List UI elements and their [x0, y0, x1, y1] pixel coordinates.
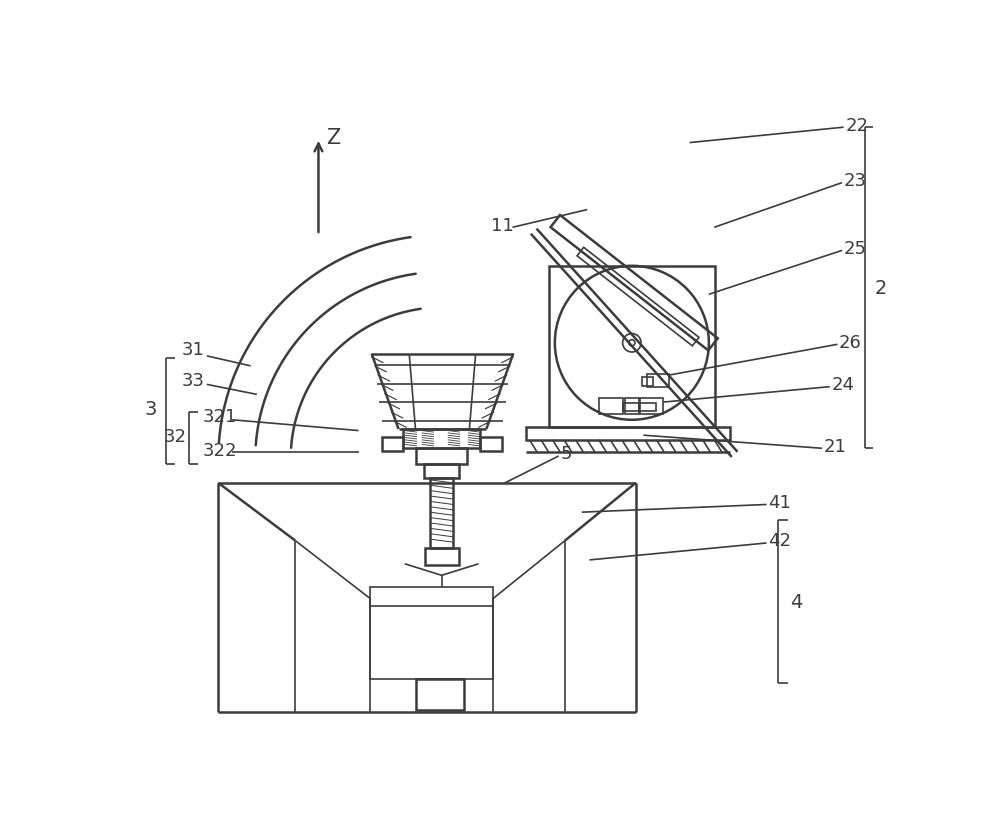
Bar: [642, 377, 653, 386]
Bar: [370, 587, 493, 679]
Bar: [416, 679, 464, 710]
Bar: [424, 464, 459, 478]
Text: 24: 24: [831, 376, 854, 394]
Text: 33: 33: [181, 372, 204, 390]
Bar: [623, 403, 639, 410]
Text: 5: 5: [560, 445, 572, 463]
Bar: [625, 398, 639, 414]
Bar: [480, 437, 502, 450]
Text: 21: 21: [824, 437, 846, 455]
Bar: [416, 447, 467, 464]
Bar: [382, 437, 403, 450]
Bar: [639, 403, 656, 410]
Text: 11: 11: [491, 217, 514, 235]
Bar: [425, 548, 459, 565]
Text: 4: 4: [790, 592, 802, 612]
Text: 3: 3: [144, 401, 157, 419]
Text: 26: 26: [839, 334, 862, 352]
Bar: [549, 266, 715, 428]
Text: 2: 2: [874, 279, 887, 299]
Bar: [526, 428, 730, 440]
Text: 41: 41: [768, 494, 791, 512]
Bar: [599, 398, 623, 414]
Bar: [640, 398, 663, 414]
Text: 321: 321: [203, 409, 237, 427]
Text: 23: 23: [844, 172, 867, 190]
Text: 42: 42: [768, 533, 791, 551]
Text: 22: 22: [845, 117, 868, 135]
Bar: [430, 478, 453, 548]
Text: 32: 32: [164, 428, 187, 446]
Text: 31: 31: [181, 341, 204, 360]
Text: 322: 322: [203, 441, 237, 459]
Bar: [647, 374, 669, 388]
Bar: [403, 429, 480, 447]
Text: 25: 25: [844, 240, 867, 258]
Text: Z: Z: [326, 128, 340, 148]
